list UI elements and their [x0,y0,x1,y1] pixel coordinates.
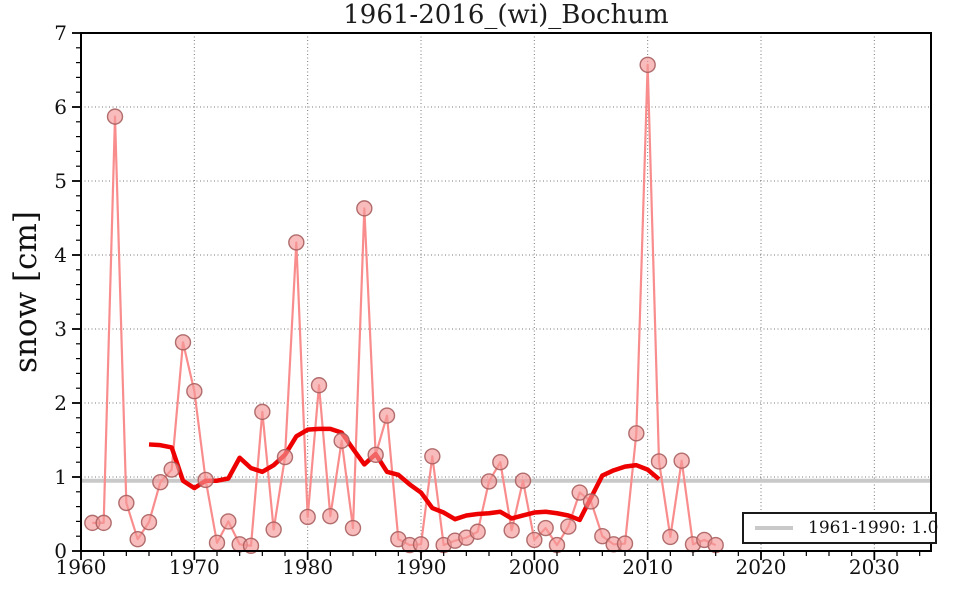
data-point [514,472,532,489]
data-point [537,519,554,537]
tick-labels: 1960 1970 1980 1990 2000 2010 2020 2030 0 1 2 3 4 5 6 7 [54,21,900,579]
y-tick-label: 2 [54,391,67,415]
data-point [582,493,600,510]
y-tick-label: 0 [54,539,67,563]
legend: 1961-1990: 1.0 [742,512,939,544]
data-point [152,473,169,491]
data-point [140,513,158,531]
data-point [526,531,543,549]
y-tick-label: 7 [54,21,67,45]
data-point [220,513,237,530]
data-point [662,528,679,546]
x-tick-label: 1990 [396,555,447,579]
x-tick-label: 2020 [736,555,787,579]
axes-frame [80,32,932,552]
data-point [299,508,316,526]
data-point [560,518,577,535]
chart-title: 1961-2016_(wi)_Bochum [343,0,669,30]
data-point [594,528,611,545]
y-tick-label: 6 [54,95,67,119]
data-point [310,377,328,394]
data-point [673,452,690,469]
annual-snow-markers [84,56,724,555]
data-point [412,536,430,553]
data-point [378,407,396,424]
y-tick-label: 1 [54,465,67,489]
data-point [242,537,260,555]
x-tick-label: 1960 [56,555,107,579]
data-point [650,453,668,470]
y-tick-label: 5 [54,169,67,193]
annual-snow-line [92,63,717,547]
x-tick-label: 1970 [169,555,220,579]
data-point [174,334,192,351]
x-tick-label: 2010 [622,555,673,579]
legend-line-swatch [755,526,793,530]
legend-label: 1961-1990: 1.0 [808,518,939,538]
data-point [571,484,588,501]
x-tick-label: 2030 [849,555,900,579]
data-point [118,494,135,512]
data-point [288,234,305,251]
trend-line [148,426,661,523]
y-tick-label: 4 [54,243,67,267]
data-point [106,108,124,125]
data-point [492,454,509,471]
x-tick-label: 2000 [509,555,560,579]
data-point [628,425,645,442]
y-tick-label: 3 [54,317,67,341]
data-point [424,448,441,465]
data-point [197,471,214,489]
data-point [254,403,271,421]
data-point [503,522,520,539]
data-point [186,382,203,400]
data-point [480,473,498,490]
data-point [208,534,226,552]
data-point [163,461,180,478]
data-point [639,56,656,74]
data-point [322,508,339,525]
axis-ticks [72,32,921,560]
data-point [469,523,486,540]
data-point [276,448,294,466]
data-point [344,519,362,537]
data-point [616,535,634,552]
data-point [367,446,384,463]
data-point [265,521,282,538]
data-point [95,514,112,532]
y-axis-label: snow [cm] [8,211,44,373]
data-point [129,530,146,548]
data-point [333,432,350,449]
data-point [356,200,373,217]
gridlines [81,32,931,551]
x-tick-label: 1980 [282,555,333,579]
